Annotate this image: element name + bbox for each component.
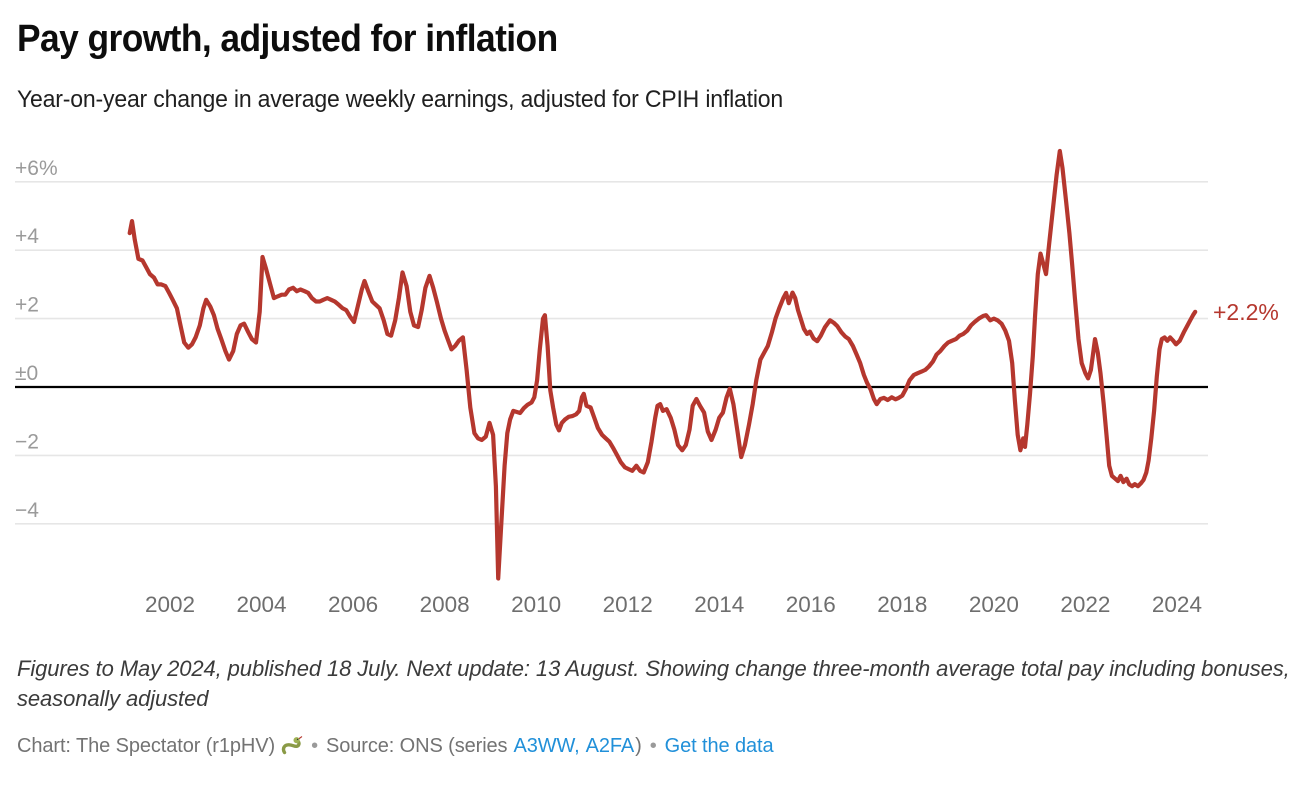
pay-growth-line (127, 148, 1198, 581)
x-axis-tick-label: 2012 (603, 592, 653, 617)
x-axis-tick-label: 2004 (237, 592, 287, 617)
source-suffix: ) (635, 734, 642, 757)
x-axis-tick-label: 2024 (1152, 592, 1202, 617)
y-axis-tick-label: −2 (15, 430, 39, 453)
x-axis-tick-label: 2016 (786, 592, 836, 617)
x-axis-tick-label: 2020 (969, 592, 1019, 617)
y-axis-tick-label: +6% (15, 157, 58, 180)
y-axis-tick-label: ±0 (15, 362, 38, 385)
line-chart: +6% +4 +2 ±0 −2 −4 2002 2004 2006 2008 2010 2012 201… (15, 148, 1279, 617)
x-axis-tick-label: 2018 (877, 592, 927, 617)
y-axis-tick-label: +4 (15, 225, 39, 248)
chart-credit: Chart: The Spectator (r1pHV) (17, 734, 276, 757)
page-title-text: Pay growth, adjusted for inflation (17, 18, 558, 60)
link-series-a2fa[interactable]: A2FA (585, 734, 635, 757)
x-axis-tick-label: 2006 (328, 592, 378, 617)
chart-footnote: Figures to May 2024, published 18 July. … (17, 656, 1290, 711)
x-axis-tick-label: 2022 (1060, 592, 1110, 617)
page-title: Pay growth, adjusted for inflation (17, 18, 598, 61)
source-label: Source: ONS (series (325, 734, 508, 757)
x-axis-tick-label: 2002 (145, 592, 195, 617)
link-series-a3ww[interactable]: A3WW, (513, 734, 580, 757)
end-value-label: +2.2% (1213, 299, 1279, 325)
separator-dot: • (311, 734, 318, 757)
separator-dot: • (649, 734, 657, 757)
y-axis-tick-label: +2 (15, 294, 39, 317)
y-axis-tick-label: −4 (15, 499, 39, 522)
x-axis-tick-label: 2008 (420, 592, 470, 617)
link-get-the-data[interactable]: Get the data (664, 734, 774, 757)
x-axis-tick-label: 2010 (511, 592, 561, 617)
snake-icon (281, 735, 303, 761)
attribution-bar: Chart: The Spectator (r1pHV) • Source: O… (17, 733, 774, 759)
chart-subtitle-text: Year-on-year change in average weekly ea… (17, 86, 784, 113)
x-axis-tick-label: 2014 (694, 592, 744, 617)
chart-subtitle: Year-on-year change in average weekly ea… (17, 86, 815, 114)
